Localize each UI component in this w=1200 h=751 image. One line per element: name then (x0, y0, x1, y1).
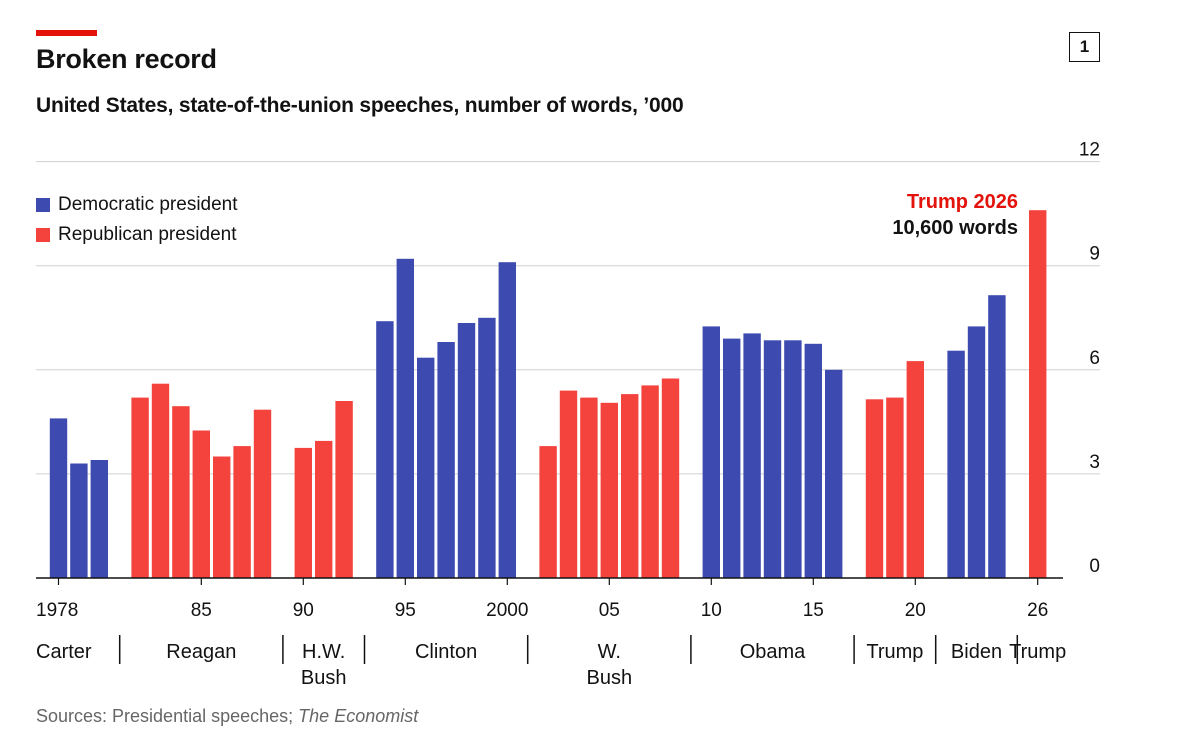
bar-republican-2007 (641, 385, 659, 578)
bar-republican-1985 (192, 430, 210, 578)
bar-republican-2008 (661, 378, 680, 578)
bar-democratic-1996 (417, 357, 435, 578)
bar-democratic-2013 (763, 340, 782, 578)
x-tick-label: 26 (1027, 600, 1048, 621)
trump-2026-annotation: Trump 2026 10,600 words (892, 189, 1018, 241)
legend-label-republican: Republican president (58, 224, 237, 245)
source-prefix: Sources: Presidential speeches; (36, 706, 294, 726)
bar-republican-1990 (294, 447, 312, 578)
y-tick-label: 9 (1089, 244, 1100, 265)
president-label: Obama (740, 641, 806, 663)
legend-swatch-republican (36, 228, 50, 242)
legend-item-democratic: Democratic president (36, 190, 238, 220)
legend-label-democratic: Democratic president (58, 194, 238, 215)
legend-item-republican: Republican president (36, 220, 238, 250)
x-tick-label: 15 (803, 600, 824, 621)
bars-layer (49, 210, 1047, 579)
annotation-line-1: Trump 2026 (906, 191, 1018, 213)
accent-bar (36, 30, 97, 36)
bar-democratic-1999 (478, 317, 496, 579)
president-label: Carter (36, 641, 92, 663)
bar-republican-1986 (213, 456, 231, 578)
president-label: Trump (1009, 641, 1066, 663)
bar-republican-1992 (335, 401, 353, 578)
bar-republican-2006 (621, 394, 639, 578)
legend: Democratic president Republican presiden… (36, 190, 238, 250)
y-tick-label: 12 (1079, 140, 1100, 161)
bar-republican-2002 (539, 446, 557, 578)
president-labels-layer: Carter Reagan H.W. Bush Clinton W. Bush Obama Tr… (36, 635, 1066, 689)
bar-republican-2026 (1029, 210, 1047, 578)
bar-democratic-1980 (90, 460, 108, 578)
x-tick-label: 95 (395, 600, 416, 621)
legend-swatch-democratic (36, 198, 50, 212)
bar-republican-1983 (151, 383, 170, 578)
axis-layer: 0 3 6 9 12 1978 85 90 95 2000 05 10 15 20 26 (36, 140, 1100, 621)
bar-democratic-1994 (376, 321, 394, 578)
annotation-line-2: 10,600 words (892, 217, 1018, 239)
bar-democratic-1979 (70, 463, 88, 578)
bar-republican-2005 (600, 402, 618, 578)
president-label: Clinton (415, 641, 477, 663)
y-tick-label: 3 (1089, 452, 1100, 473)
y-tick-label: 0 (1089, 556, 1100, 577)
bar-republican-2019 (886, 397, 904, 578)
bar-democratic-2022 (947, 350, 965, 578)
bar-democratic-1978 (49, 418, 68, 578)
bar-republican-1988 (253, 409, 272, 578)
president-label-hw-bush: H.W. Bush (301, 641, 347, 689)
source-note: Sources: Presidential speeches; The Econ… (36, 706, 418, 727)
bar-democratic-2015 (804, 343, 822, 578)
bar-republican-2018 (865, 399, 884, 578)
x-tick-label: 10 (701, 600, 722, 621)
x-tick-label: 85 (191, 600, 212, 621)
bar-republican-1987 (233, 446, 251, 578)
chart-title: Broken record (36, 44, 217, 74)
bar-democratic-2011 (723, 338, 741, 578)
bar-chart: 0 3 6 9 12 1978 85 90 95 2000 05 10 15 20 26 Carter Rea… (36, 140, 1100, 689)
y-tick-label: 6 (1089, 348, 1100, 369)
bar-democratic-2000 (498, 262, 516, 578)
bar-democratic-1998 (457, 323, 476, 578)
bar-democratic-2010 (702, 326, 720, 578)
bar-democratic-1995 (396, 258, 414, 578)
bar-democratic-2012 (743, 333, 761, 578)
bar-republican-1991 (315, 440, 333, 578)
president-label: Biden (951, 641, 1002, 663)
x-tick-label: 90 (293, 600, 314, 621)
bar-democratic-2014 (784, 340, 802, 578)
president-label: Reagan (166, 641, 236, 663)
source-publication: The Economist (298, 706, 419, 726)
president-label: Trump (866, 641, 923, 663)
x-tick-label: 2000 (486, 600, 528, 621)
x-tick-label: 1978 (36, 600, 78, 621)
bar-democratic-2016 (825, 369, 843, 578)
chart-subtitle: United States, state-of-the-union speech… (36, 94, 684, 117)
x-tick-label: 20 (905, 600, 926, 621)
x-tick-label: 05 (599, 600, 620, 621)
bar-democratic-2023 (967, 326, 986, 578)
bar-republican-2004 (580, 397, 598, 578)
bar-republican-2020 (906, 361, 924, 578)
bar-democratic-2024 (988, 295, 1006, 578)
chart-number-badge: 1 (1069, 32, 1100, 62)
bar-republican-1982 (131, 397, 149, 578)
bar-republican-2003 (559, 390, 578, 578)
bar-republican-1984 (172, 406, 190, 578)
bar-democratic-1997 (437, 342, 455, 578)
president-label-hw-bush: W. Bush (587, 641, 633, 689)
